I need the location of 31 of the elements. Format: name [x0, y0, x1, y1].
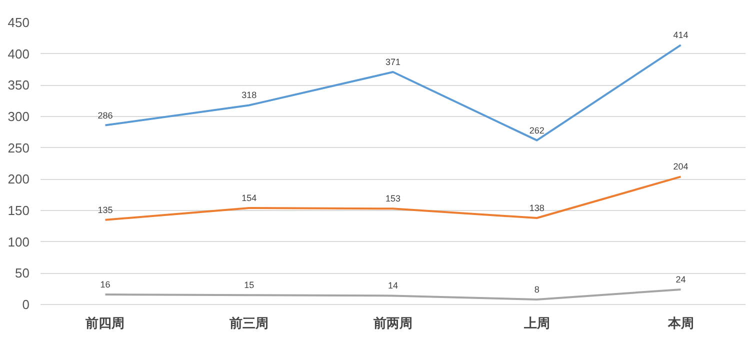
data-label: 154 [242, 192, 257, 203]
data-label: 286 [98, 110, 113, 120]
data-label: 14 [388, 280, 398, 291]
y-tick-label: 450 [8, 15, 30, 30]
data-label: 15 [244, 280, 254, 290]
data-label: 8 [534, 284, 540, 294]
y-tick-label: 250 [8, 140, 30, 156]
y-tick-label: 0 [22, 297, 30, 312]
data-label: 16 [100, 279, 110, 290]
x-tick-label: 前两周 [372, 316, 412, 330]
data-label: 153 [385, 194, 401, 204]
y-tick-label: 400 [8, 46, 30, 62]
data-label: 318 [242, 90, 257, 100]
line-series [104, 288, 682, 300]
y-tick-label: 150 [8, 203, 30, 218]
data-label: 24 [676, 274, 686, 284]
data-label: 262 [529, 125, 544, 136]
data-label: 371 [385, 57, 401, 68]
x-tick-label: 前三周 [228, 316, 269, 330]
data-label: 204 [673, 162, 688, 172]
data-label: 414 [673, 30, 688, 40]
y-tick-label: 200 [8, 172, 30, 187]
x-tick-label: 前四周 [84, 316, 125, 330]
y-tick-label: 100 [8, 234, 30, 250]
y-tick-label: 300 [8, 109, 30, 124]
data-label: 138 [529, 203, 544, 214]
y-tick-label: 350 [8, 78, 30, 93]
data-label: 135 [98, 204, 113, 215]
x-tick-label: 本周 [666, 316, 694, 330]
y-tick-label: 50 [15, 266, 30, 281]
x-tick-label: 上周 [522, 316, 550, 330]
